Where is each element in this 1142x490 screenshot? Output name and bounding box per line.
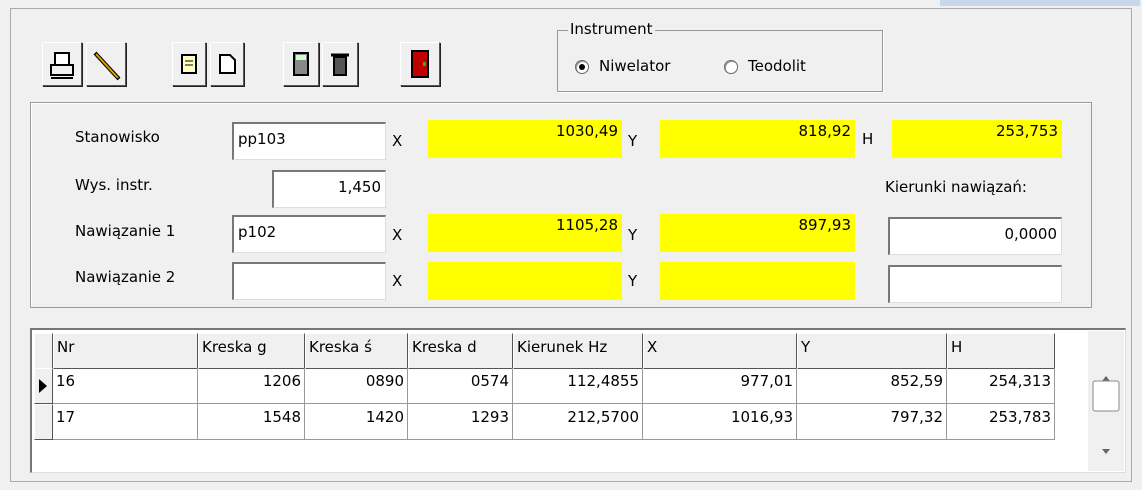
print-button[interactable] (42, 42, 82, 86)
text-input[interactable] (232, 262, 386, 300)
exit-button[interactable] (400, 42, 440, 86)
column-header[interactable]: Kreska g (198, 333, 305, 369)
table-cell[interactable]: 253,783 (947, 404, 1055, 440)
column-header[interactable]: Kreska d (408, 333, 513, 369)
instrument-group (557, 30, 883, 92)
table-cell[interactable]: 17 (53, 404, 198, 440)
table-cell[interactable]: 0890 (305, 368, 408, 404)
table-cell[interactable]: 212,5700 (513, 404, 643, 440)
label: Nawiązanie 1 (75, 222, 176, 240)
label: X (392, 226, 403, 244)
table-cell[interactable]: 1548 (198, 404, 305, 440)
column-header[interactable]: X (643, 333, 797, 369)
delete-button[interactable] (322, 42, 358, 86)
radio-label: Niwelator (599, 57, 671, 75)
table-cell[interactable]: 1293 (408, 404, 513, 440)
label: Stanowisko (75, 128, 160, 146)
row-indicator[interactable] (34, 404, 53, 440)
column-header[interactable]: Kierunek Hz (513, 333, 643, 369)
x-field: 1105,28 (428, 214, 622, 252)
column-header[interactable]: Kreska ś (305, 333, 408, 369)
table-cell[interactable]: 0574 (408, 368, 513, 404)
table-cell[interactable]: 254,313 (947, 368, 1055, 404)
direction-input[interactable] (888, 265, 1062, 303)
row-indicator[interactable] (34, 368, 53, 404)
label: Kierunki nawiązań: (885, 178, 1027, 196)
scrollbar[interactable] (1088, 331, 1124, 471)
radio-button[interactable] (575, 60, 589, 74)
edit-button[interactable] (86, 42, 126, 86)
h-field: 253,753 (892, 120, 1062, 158)
radio-button[interactable] (724, 60, 738, 74)
table-cell[interactable]: 852,59 (797, 368, 947, 404)
number-input[interactable]: 1,450 (272, 170, 386, 208)
row-indicator-header (34, 333, 53, 369)
label: Nawiązanie 2 (75, 268, 176, 286)
direction-input[interactable]: 0,0000 (888, 217, 1062, 255)
copy-button[interactable] (172, 42, 206, 86)
label: Y (628, 226, 638, 244)
column-header[interactable]: Y (797, 333, 947, 369)
label: H (862, 130, 874, 148)
column-header[interactable]: Nr (53, 333, 198, 369)
table-cell[interactable]: 1206 (198, 368, 305, 404)
table-cell[interactable]: 16 (53, 368, 198, 404)
radio-label: Teodolit (748, 57, 806, 75)
text-input[interactable]: pp103 (232, 122, 386, 160)
y-field (660, 262, 855, 300)
frame (10, 8, 1132, 482)
x-field (428, 262, 622, 300)
label: Wys. instr. (75, 176, 153, 194)
title-strip (940, 0, 1140, 6)
x-field: 1030,49 (428, 120, 622, 158)
y-field: 818,92 (660, 120, 855, 158)
new-button[interactable] (210, 42, 244, 86)
y-field: 897,93 (660, 214, 855, 252)
label: Y (628, 272, 638, 290)
form-panel (30, 102, 1092, 308)
table-cell[interactable]: 112,4855 (513, 368, 643, 404)
label: X (392, 132, 403, 150)
column-header[interactable]: H (947, 333, 1055, 369)
label: X (392, 272, 403, 290)
calc-button[interactable] (283, 42, 319, 86)
table-cell[interactable]: 797,32 (797, 404, 947, 440)
table-cell[interactable]: 1016,93 (643, 404, 797, 440)
table-cell[interactable]: 1420 (305, 404, 408, 440)
label: Y (628, 132, 638, 150)
table-cell[interactable]: 977,01 (643, 368, 797, 404)
text-input[interactable]: p102 (232, 215, 386, 253)
group-title: Instrument (568, 20, 655, 38)
